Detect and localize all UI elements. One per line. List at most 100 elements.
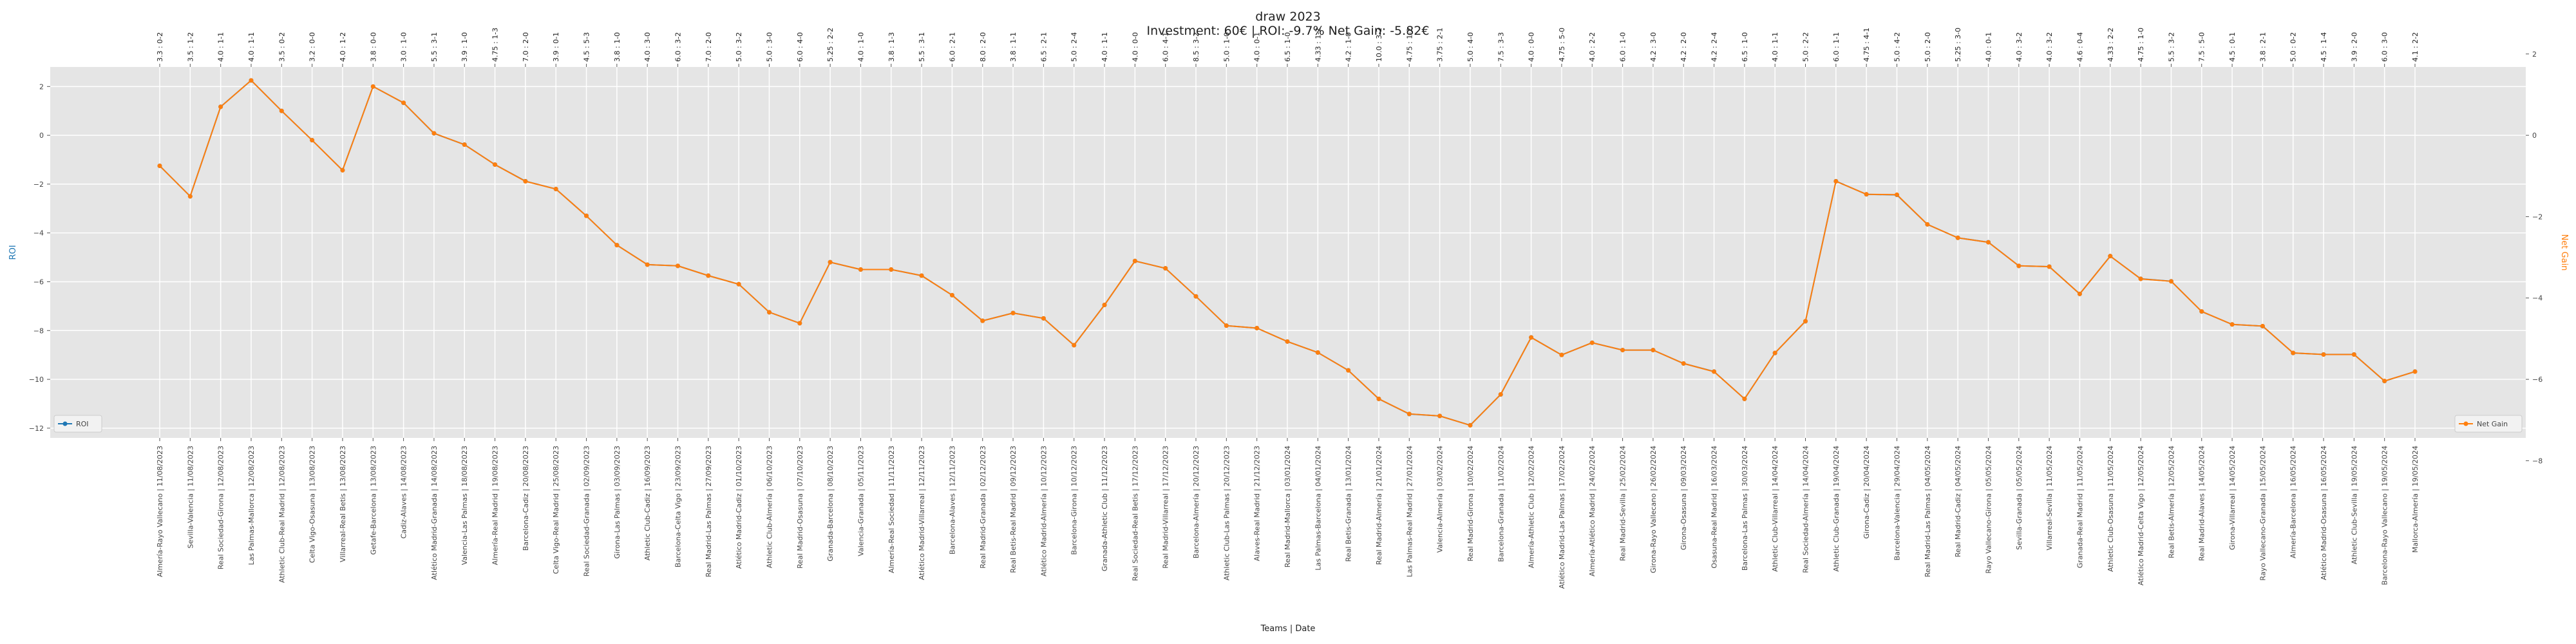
data-point-net-gain: [1833, 178, 1839, 184]
data-point-net-gain: [2047, 264, 2052, 269]
x-tick-label: Atlético Madrid-Almería | 10/12/2023: [1039, 446, 1048, 576]
x-tick-label: Athletic Club-Las Palmas | 20/12/2023: [1222, 446, 1231, 580]
data-point-net-gain: [1315, 350, 1320, 355]
data-point-net-gain: [1041, 316, 1046, 321]
annotation-label: 5.0 : 0-2: [2289, 32, 2298, 62]
annotation-label: 5.0 : 3-2: [735, 32, 743, 62]
annotation-label: 4.0 : 3-2: [2015, 32, 2023, 62]
x-axis-label: Teams | Date: [1260, 624, 1316, 634]
annotation-label: 4.75 : 4-1: [1862, 28, 1871, 62]
data-point-net-gain: [1925, 222, 1930, 227]
annotation-label: 6.5 : 1-0: [1283, 32, 1292, 62]
x-tick-label: Atlético Madrid-Cadiz | 01/10/2023: [735, 446, 743, 569]
x-tick-label: Barcelona-Celta Vigo | 23/09/2023: [674, 446, 683, 567]
x-tick-label: Cadiz-Alaves | 14/08/2023: [400, 446, 408, 538]
data-point-net-gain: [1468, 422, 1473, 428]
x-tick-label: Real Madrid-Las Palmas | 27/09/2023: [705, 446, 713, 577]
data-point-net-gain: [1864, 192, 1869, 197]
y-tick-right-label: −2: [2532, 213, 2543, 221]
x-tick-label: Las Palmas-Real Madrid | 27/01/2024: [1405, 446, 1414, 577]
x-tick-label: Barcelona-Rayo Vallecano | 19/05/2024: [2381, 446, 2389, 585]
data-point-net-gain: [676, 263, 681, 269]
data-point-net-gain: [766, 310, 772, 315]
x-tick-label: Real Madrid-Alaves | 14/05/2024: [2198, 446, 2206, 561]
annotation-label: 8.5 : 3-2: [1192, 32, 1200, 62]
x-tick-label: Mallorca-Almería | 19/05/2024: [2411, 446, 2420, 553]
data-point-net-gain: [736, 281, 741, 287]
data-point-net-gain: [1803, 319, 1808, 324]
data-point-net-gain: [249, 78, 254, 83]
x-tick-label: Valencia-Las Palmas | 18/08/2023: [460, 446, 469, 565]
data-point-net-gain: [1406, 412, 1412, 417]
data-point-net-gain: [1163, 266, 1168, 271]
data-point-net-gain: [2412, 369, 2418, 374]
data-point-net-gain: [614, 243, 620, 248]
x-tick-label: Real Madrid-Sevilla | 25/02/2024: [1619, 446, 1627, 561]
annotation-label: 5.0 : 3-0: [765, 32, 773, 62]
y-tick-left-label: −2: [33, 180, 44, 189]
x-tick-label: Almería-Athletic Club | 12/02/2024: [1528, 446, 1536, 568]
x-tick-label: Real Madrid-Mallorca | 03/01/2024: [1283, 446, 1292, 567]
x-tick-label: Real Madrid-Granada | 02/12/2023: [979, 446, 987, 569]
annotation-label: 6.0 : 1-0: [1619, 32, 1627, 62]
annotation-label: 5.0 : 4-2: [1893, 32, 1901, 62]
data-point-net-gain: [919, 273, 924, 278]
x-tick-label: Girona-Rayo Vallecano | 26/02/2024: [1649, 446, 1658, 573]
data-point-net-gain: [1285, 339, 1290, 344]
x-tick-label: Barcelona-Valencia | 29/04/2024: [1893, 446, 1901, 560]
annotation-label: 7.5 : 3-3: [1497, 32, 1505, 62]
x-tick-label: Valencia-Granada | 05/11/2023: [857, 446, 865, 556]
data-point-net-gain: [1955, 235, 1960, 240]
data-point-net-gain: [949, 292, 954, 298]
annotation-label: 5.0 : 1-0: [1222, 32, 1231, 62]
legend-box: [2454, 415, 2523, 433]
annotation-label: 5.0 : 2-2: [1802, 32, 1810, 62]
x-tick-label: Sevilla-Valencia | 11/08/2023: [186, 446, 194, 549]
x-tick-label: Real Madrid-Girona | 10/02/2024: [1466, 446, 1475, 562]
x-tick-label: Girona-Cadiz | 20/04/2024: [1862, 446, 1871, 539]
data-point-net-gain: [1193, 294, 1198, 299]
data-point-net-gain: [279, 108, 284, 113]
annotation-label: 7.0 : 2-0: [705, 32, 713, 62]
annotation-label: 4.2 : 3-0: [1649, 32, 1658, 62]
data-point-net-gain: [1712, 369, 1717, 374]
data-point-net-gain: [2351, 352, 2356, 357]
y-axis-left: 2 0 −2 −4 −6 −8 −10 −12: [29, 82, 50, 433]
x-tick-label: Rayo Vallecano-Girona | 05/05/2024: [1984, 446, 1993, 574]
annotation-label: 3.8 : 0-0: [369, 32, 377, 62]
y-tick-left-label: −6: [33, 278, 44, 286]
data-point-net-gain: [187, 194, 193, 199]
annotation-label: 4.0 : 1-0: [857, 32, 865, 62]
x-tick-label: Atlético Madrid-Granada | 14/08/2023: [430, 446, 439, 580]
x-tick-label: Barcelona-Alaves | 12/11/2023: [948, 446, 956, 554]
x-tick-label: Almería-Barcelona | 16/05/2024: [2289, 446, 2298, 558]
annotation-label: 3.9 : 1-0: [460, 32, 469, 62]
data-point-net-gain: [2138, 276, 2143, 281]
annotation-label: 4.0 : 3-0: [643, 32, 652, 62]
x-tick-label: Real Madrid-Cadiz | 04/05/2024: [1954, 446, 1962, 557]
annotation-label: 3.5 : 1-2: [186, 32, 194, 62]
annotation-label: 4.0 : 1-2: [339, 32, 347, 62]
data-point-net-gain: [1498, 392, 1503, 397]
x-tick-label: Athletic Club-Real Madrid | 12/08/2023: [278, 446, 286, 583]
x-tick-label: Girona-Las Palmas | 03/09/2023: [613, 446, 621, 559]
x-tick-label: Sevilla-Granada | 05/05/2024: [2015, 446, 2023, 550]
x-tick-label: Real Madrid-Las Palmas | 04/05/2024: [1924, 446, 1932, 577]
annotation-label: 6.5 : 1-0: [1741, 32, 1749, 62]
data-point-net-gain: [584, 213, 589, 218]
annotation-label: 3.9 : 2-0: [2350, 32, 2358, 62]
data-point-net-gain: [2382, 379, 2387, 384]
annotation-label: 4.75 : 5-0: [1558, 28, 1566, 62]
x-tick-label: Rayo Vallecano-Granada | 15/05/2024: [2259, 446, 2267, 581]
annotation-label: 5.25 : 3-0: [1954, 28, 1962, 62]
y-tick-right-label: −8: [2532, 457, 2543, 465]
annotation-label: 6.0 : 2-1: [948, 32, 956, 62]
annotation-label: 4.5 : 1-4: [2320, 32, 2328, 62]
annotation-label: 4.75 : 1-3: [491, 28, 500, 62]
annotation-label: 6.0 : 4-1: [1162, 32, 1170, 62]
x-tick-label: Real Madrid-Villarreal | 17/12/2023: [1162, 446, 1170, 569]
data-point-net-gain: [2291, 350, 2296, 355]
annotation-label: 5.5 : 3-1: [918, 32, 926, 62]
data-point-net-gain: [858, 267, 863, 272]
data-point-net-gain: [1346, 368, 1351, 373]
